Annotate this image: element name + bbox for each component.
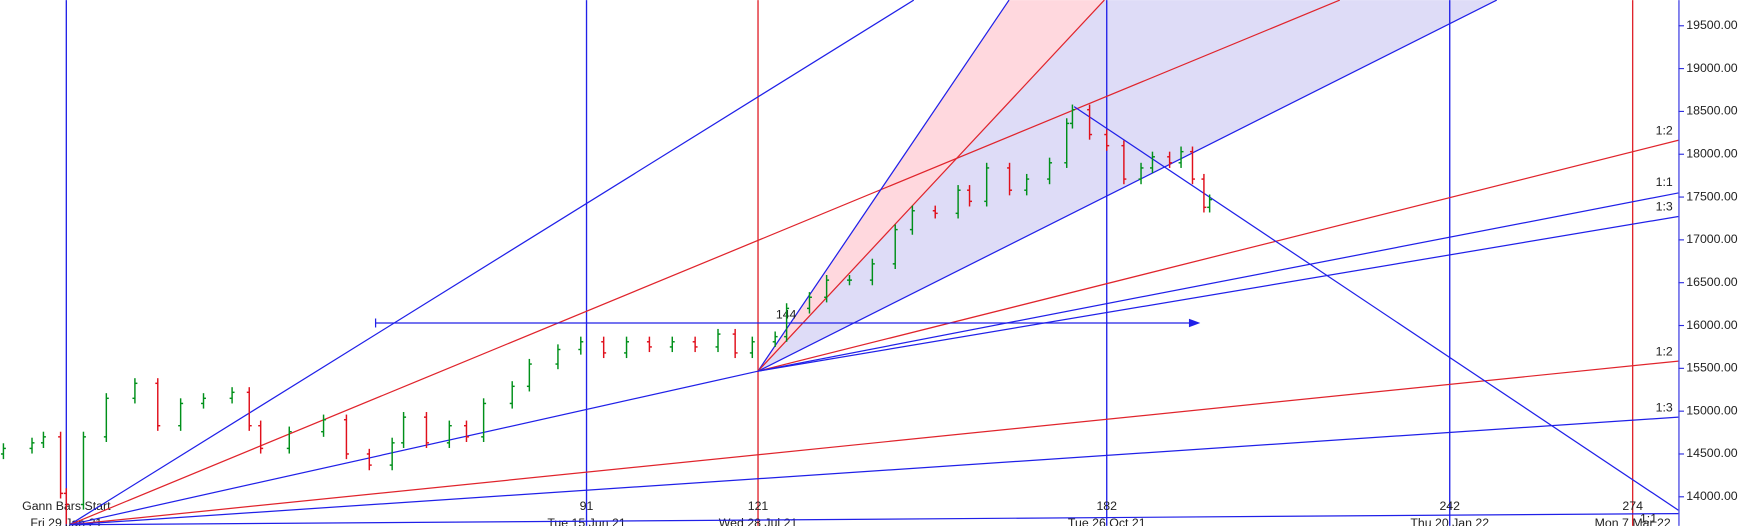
y-tick-label: 19500.00	[1686, 18, 1738, 32]
marker-count: 182	[1096, 499, 1117, 513]
y-tick-label: 14500.00	[1686, 446, 1738, 460]
fan-line	[757, 215, 1679, 372]
gann-fan	[69, 0, 1679, 526]
y-tick-label: 17000.00	[1686, 232, 1738, 246]
marker-count: 242	[1439, 499, 1460, 513]
y-tick-label: 15500.00	[1686, 361, 1738, 375]
trend-line	[1073, 106, 1679, 511]
fan-label: 1:1	[1656, 175, 1673, 189]
fan-line	[69, 370, 759, 526]
marker-date: Mon 7 Mar 22	[1595, 516, 1671, 526]
y-tick-label: 18000.00	[1686, 146, 1738, 160]
y-tick-label: 19000.00	[1686, 61, 1738, 75]
price-axis-panel	[1678, 0, 1758, 526]
fan-label: 1:3	[1656, 400, 1673, 414]
fan-label: 1:3	[1656, 200, 1673, 214]
marker-count: 274	[1622, 499, 1643, 513]
marker-date: Tue 26 Oct 21	[1068, 516, 1146, 526]
fan-label: 1:1	[1640, 511, 1657, 525]
marker-count: 91	[580, 499, 594, 513]
y-tick-label: 14000.00	[1686, 489, 1738, 503]
fan-line	[757, 0, 1498, 372]
fan-line	[69, 416, 1679, 526]
arrow-head	[1188, 318, 1201, 328]
fan-line	[69, 0, 1341, 526]
marker-date: Thu 20 Jan 22	[1410, 516, 1489, 526]
y-tick-label: 15000.00	[1686, 403, 1738, 417]
fan-line	[757, 0, 1010, 372]
fan-line	[757, 139, 1679, 372]
fan-line	[757, 192, 1679, 372]
fan-label: 1:2	[1656, 124, 1673, 138]
marker-date: Wed 28 Jul 21	[719, 516, 798, 526]
fan-line	[69, 512, 1679, 526]
price-bars	[0, 104, 1213, 525]
fan-label: 1:2	[1656, 344, 1673, 358]
y-tick-label: 17500.00	[1686, 189, 1738, 203]
gann-fan	[757, 0, 1679, 372]
price-axis: 14000.00 14500.00 15000.00 15500.00 16000.00…	[1678, 18, 1738, 503]
y-tick-label: 16500.00	[1686, 275, 1738, 289]
fan-line	[69, 0, 915, 526]
fan-line	[757, 0, 1105, 372]
y-tick-label: 18500.00	[1686, 104, 1738, 118]
y-tick-label: 16000.00	[1686, 318, 1738, 332]
fan-line	[69, 360, 1679, 526]
marker-count: 121	[748, 499, 769, 513]
range-arrow	[374, 318, 1201, 328]
